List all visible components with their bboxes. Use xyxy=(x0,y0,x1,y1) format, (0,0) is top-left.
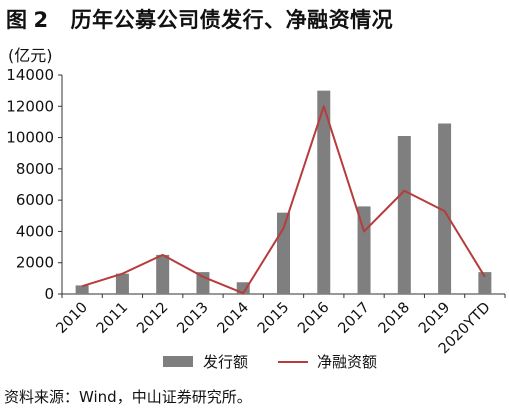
bar xyxy=(236,282,250,294)
y-tick-label: 8000 xyxy=(16,160,54,178)
x-tick-label: 2012 xyxy=(134,300,171,337)
bar xyxy=(397,136,411,294)
x-tick-label: 2010 xyxy=(54,300,91,337)
y-tick-label: 0 xyxy=(44,285,54,303)
x-tick-label: 2018 xyxy=(376,300,413,337)
y-tick-label: 10000 xyxy=(6,129,54,147)
figure-title: 图 2 历年公募公司债发行、净融资情况 xyxy=(6,4,393,34)
bar xyxy=(156,254,170,294)
figure-title-text: 历年公募公司债发行、净融资情况 xyxy=(70,8,394,32)
y-tick-label: 14000 xyxy=(6,66,54,84)
x-tick-label: 2013 xyxy=(174,300,211,337)
bar xyxy=(478,272,492,294)
y-axis-unit: (亿元) xyxy=(8,46,53,65)
x-tick-label: 2017 xyxy=(335,300,372,337)
legend-swatch-bar xyxy=(163,356,193,367)
x-tick-label: 2015 xyxy=(255,300,292,337)
y-tick-label: 4000 xyxy=(16,222,54,240)
y-tick-label: 2000 xyxy=(16,254,54,272)
source-note: 资料来源：Wind，中山证券研究所。 xyxy=(4,388,252,406)
x-tick-label: 2016 xyxy=(295,300,332,337)
legend-label-net-financing: 净融资额 xyxy=(317,353,377,371)
figure-label: 图 xyxy=(6,8,28,32)
figure-number: 2 xyxy=(33,8,49,32)
bar xyxy=(317,90,331,295)
bar xyxy=(115,273,129,294)
x-tick-label: 2014 xyxy=(215,300,252,337)
x-tick-label: 2011 xyxy=(94,300,131,337)
y-tick-label: 6000 xyxy=(16,191,54,209)
x-tick-label: 2019 xyxy=(416,300,453,337)
legend-label-issuance: 发行额 xyxy=(203,353,248,371)
bar xyxy=(75,285,89,294)
y-tick-label: 12000 xyxy=(6,97,54,115)
bar xyxy=(438,123,452,294)
bar xyxy=(277,212,290,294)
